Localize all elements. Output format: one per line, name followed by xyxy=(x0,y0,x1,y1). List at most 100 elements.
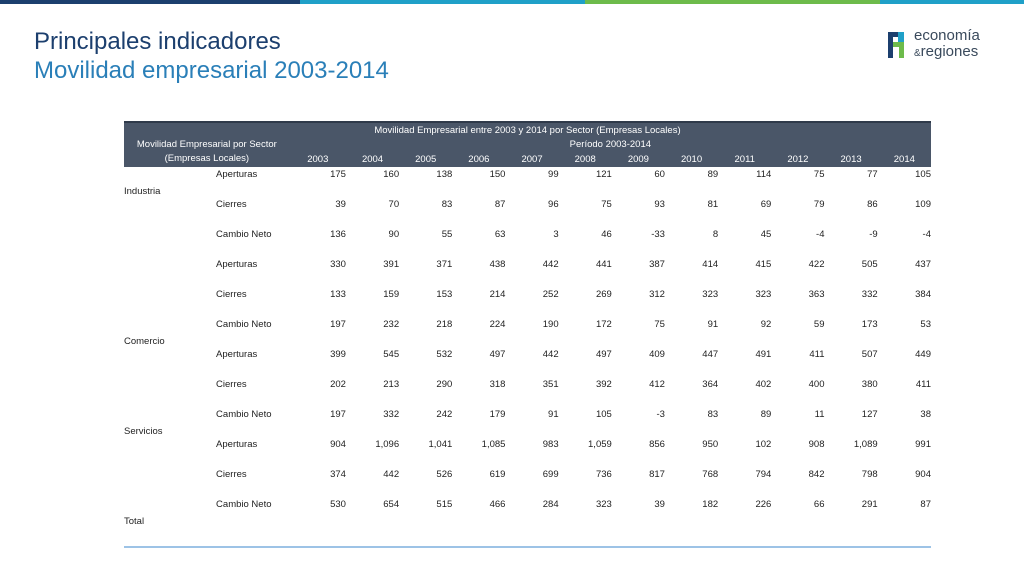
value-cell: 392 xyxy=(595,379,612,390)
value-cell: 908 xyxy=(808,439,825,450)
value-cell: 89 xyxy=(760,409,772,420)
value-cell: 290 xyxy=(436,379,453,390)
logo-text-line2: regiones xyxy=(920,43,979,60)
value-cell: 526 xyxy=(436,469,453,480)
value-cell: 224 xyxy=(489,319,506,330)
value-cell: 1,089 xyxy=(853,439,878,450)
value-cell: 794 xyxy=(755,469,772,480)
year-header: 2007 xyxy=(505,152,559,167)
value-cell: 447 xyxy=(702,349,719,360)
year-header: 2012 xyxy=(771,152,825,167)
value-cell: 160 xyxy=(383,169,400,180)
value-cell: 411 xyxy=(809,349,825,360)
value-cell: 323 xyxy=(702,289,719,300)
value-cell: 411 xyxy=(915,379,931,390)
sector-cell xyxy=(124,467,216,497)
value-cell: 497 xyxy=(489,349,506,360)
metric-cell: Cierres xyxy=(216,289,247,300)
value-cell: 39 xyxy=(654,499,665,510)
year-header: 2006 xyxy=(452,152,506,167)
metric-cell: Aperturas xyxy=(216,259,258,270)
value-cell: 363 xyxy=(808,289,825,300)
value-cell: 70 xyxy=(388,199,400,210)
metric-cell: Aperturas xyxy=(216,349,258,360)
table-row: Industria Aperturas 175 160 138 150 99 121 60 89 1… xyxy=(124,167,931,197)
value-cell: 768 xyxy=(702,469,719,480)
year-header: 2011 xyxy=(718,152,772,167)
page-subtitle: Movilidad empresarial 2003-2014 xyxy=(34,57,389,84)
value-cell: 351 xyxy=(542,379,559,390)
metric-cell: Cambio Neto xyxy=(216,499,272,510)
sector-cell xyxy=(124,227,216,257)
metric-cell: Cierres xyxy=(216,199,247,210)
value-cell: 55 xyxy=(441,229,453,240)
sector-cell xyxy=(124,287,216,317)
value-cell: 414 xyxy=(702,259,719,270)
value-cell: 93 xyxy=(654,199,665,210)
value-cell: 127 xyxy=(861,409,878,420)
value-cell: 497 xyxy=(595,349,612,360)
value-cell: 904 xyxy=(330,439,346,450)
value-cell: 284 xyxy=(542,499,559,510)
metric-cell: Cierres xyxy=(216,469,247,480)
table-row: Aperturas 399 545 532 497 442 497 409 447 491 411 5… xyxy=(124,347,931,377)
value-cell: 532 xyxy=(436,349,453,360)
value-cell: 173 xyxy=(861,319,878,330)
value-cell: 387 xyxy=(649,259,665,270)
table-row: Cierres 374 442 526 619 699 736 817 768 794 842 798… xyxy=(124,467,931,497)
value-cell: 83 xyxy=(441,199,453,210)
value-cell: 182 xyxy=(702,499,719,510)
table-row: Cierres 39 70 83 87 96 75 93 81 69 79 86 109 xyxy=(124,197,931,227)
value-cell: 983 xyxy=(542,439,559,450)
value-cell: 79 xyxy=(813,199,825,210)
value-cell: 197 xyxy=(330,319,346,330)
value-cell: 45 xyxy=(760,229,772,240)
year-header: 2014 xyxy=(877,152,931,167)
value-cell: 291 xyxy=(861,499,878,510)
value-cell: 530 xyxy=(330,499,346,510)
table-row: Aperturas 330 391 371 438 442 441 387 414 415 422 5… xyxy=(124,257,931,287)
value-cell: 75 xyxy=(813,169,825,180)
value-cell: 318 xyxy=(489,379,506,390)
value-cell: 332 xyxy=(383,409,400,420)
value-cell: 312 xyxy=(649,289,665,300)
value-cell: 252 xyxy=(542,289,559,300)
table-row: Aperturas 904 1,096 1,041 1,085 983 1,059 856 95… xyxy=(124,437,931,467)
value-cell: 842 xyxy=(808,469,825,480)
table-row: Cambio Neto 136 90 55 63 3 46 -33 8 45 -4 -9 -4 xyxy=(124,227,931,257)
value-cell: 991 xyxy=(915,439,931,450)
logo-text-line1: economía xyxy=(914,27,980,44)
value-cell: 89 xyxy=(707,169,719,180)
year-header: 2005 xyxy=(399,152,453,167)
value-cell: 136 xyxy=(330,229,346,240)
value-cell: 1,085 xyxy=(481,439,506,450)
value-cell: 466 xyxy=(489,499,506,510)
table-row: Total Cambio Neto 530 654 515 466 284 323 39 182 2… xyxy=(124,497,931,527)
value-cell: 175 xyxy=(330,169,346,180)
value-cell: 856 xyxy=(649,439,665,450)
value-cell: 374 xyxy=(330,469,346,480)
value-cell: 654 xyxy=(383,499,400,510)
value-cell: 102 xyxy=(755,439,772,450)
value-cell: 11 xyxy=(814,409,825,420)
sector-cell: Comercio xyxy=(124,336,165,347)
metric-cell: Aperturas xyxy=(216,169,258,180)
value-cell: 153 xyxy=(436,289,453,300)
value-cell: 99 xyxy=(548,169,559,180)
metric-cell: Cambio Neto xyxy=(216,229,272,240)
value-cell: 380 xyxy=(861,379,878,390)
value-cell: 172 xyxy=(595,319,612,330)
value-cell: 950 xyxy=(702,439,719,450)
value-cell: 202 xyxy=(330,379,346,390)
sector-cell: Total xyxy=(124,516,145,527)
value-cell: -4 xyxy=(816,229,825,240)
table-row: Cierres 202 213 290 318 351 392 412 364 402 400 380… xyxy=(124,377,931,407)
value-cell: 69 xyxy=(760,199,772,210)
value-cell: 412 xyxy=(649,379,665,390)
period-header: Período 2003-2014 xyxy=(289,137,931,152)
row-header-cell: Movilidad Empresarial por Sector (Empres… xyxy=(124,137,290,167)
value-cell: 332 xyxy=(861,289,878,300)
value-cell: 81 xyxy=(707,199,719,210)
metric-cell: Cierres xyxy=(216,379,247,390)
value-cell: 269 xyxy=(595,289,612,300)
